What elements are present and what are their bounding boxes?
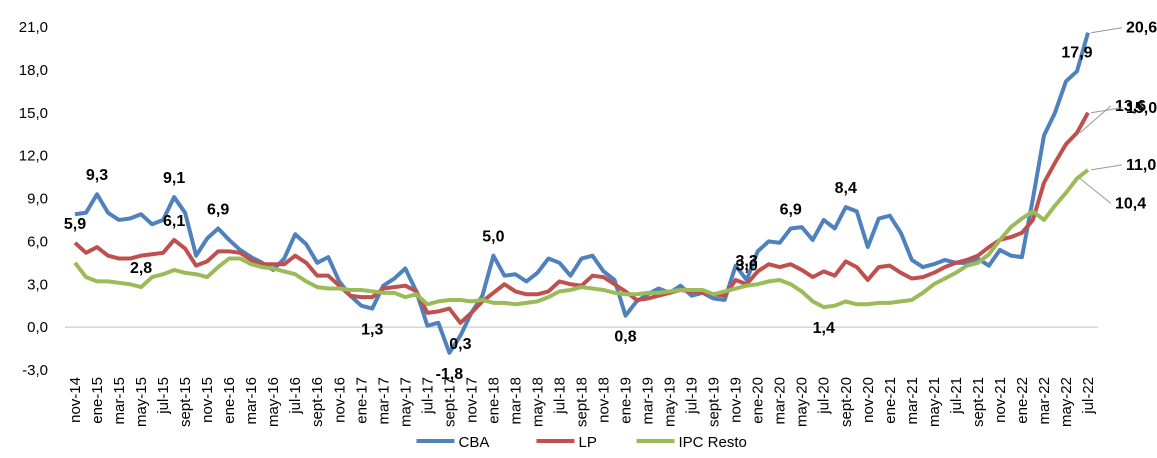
x-tick-label: ene-16 xyxy=(221,377,238,424)
x-tick-label: ene-17 xyxy=(353,377,370,424)
x-tick-label: ene-20 xyxy=(750,377,767,424)
x-tick-label: may-19 xyxy=(662,377,679,427)
x-tick-label: nov-17 xyxy=(463,377,480,423)
legend: CBA LP IPC Resto xyxy=(416,434,747,451)
x-tick-label: may-16 xyxy=(265,377,282,427)
data-label: 15,0 xyxy=(1126,100,1157,117)
x-tick-label: nov-15 xyxy=(199,377,216,423)
legend-label: LP xyxy=(579,434,597,451)
x-tick-label: sept-18 xyxy=(574,377,591,427)
x-tick-label: nov-18 xyxy=(596,377,613,423)
x-tick-label: sept-20 xyxy=(838,377,855,427)
leader-line xyxy=(1090,27,1123,34)
x-tick-label: nov-21 xyxy=(992,377,1009,423)
x-tick-label: nov-20 xyxy=(860,377,877,423)
x-tick-label: may-22 xyxy=(1058,377,1075,427)
x-tick-label: jul-18 xyxy=(551,377,568,415)
x-tick-label: mar-20 xyxy=(772,377,789,425)
legend-label: IPC Resto xyxy=(679,434,747,451)
x-tick-label: sept-15 xyxy=(177,377,194,427)
y-tick-label: 0,0 xyxy=(27,319,48,336)
x-tick-label: jul-17 xyxy=(419,377,436,415)
x-tick-label: sept-19 xyxy=(706,377,723,427)
y-tick-label: 15,0 xyxy=(19,105,48,122)
x-tick-label: may-17 xyxy=(397,377,414,427)
x-tick-label: mar-17 xyxy=(375,377,392,425)
data-label: 6,9 xyxy=(207,202,229,219)
x-tick-label: ene-21 xyxy=(882,377,899,424)
x-tick-label: ene-15 xyxy=(89,377,106,424)
y-tick-label: 12,0 xyxy=(19,148,48,165)
x-tick-label: mar-15 xyxy=(111,377,128,425)
data-label: 0,8 xyxy=(614,329,636,346)
data-label: 0,3 xyxy=(449,336,471,353)
data-label: 17,9 xyxy=(1061,44,1092,61)
x-tick-label: may-15 xyxy=(133,377,150,427)
x-tick-label: mar-19 xyxy=(640,377,657,425)
data-label: 11,0 xyxy=(1126,157,1156,174)
data-label: 20,6 xyxy=(1126,20,1157,37)
x-tick-label: sept-21 xyxy=(970,377,987,427)
series-line xyxy=(73,168,1090,310)
data-label: 6,9 xyxy=(780,202,802,219)
data-label: 3,3 xyxy=(736,253,758,270)
x-tick-label: sept-16 xyxy=(309,377,326,427)
x-tick-label: mar-21 xyxy=(904,377,921,425)
x-tick-label: may-18 xyxy=(529,377,546,427)
data-label: 6,1 xyxy=(163,213,185,230)
data-label: 3,0 xyxy=(736,257,758,274)
data-label: 5,0 xyxy=(482,229,504,246)
x-tick-label: sept-17 xyxy=(441,377,458,427)
data-label: 13,6 xyxy=(1115,98,1146,115)
y-tick-label: 18,0 xyxy=(19,62,48,79)
x-tick-label: nov-19 xyxy=(728,377,745,423)
x-tick-label: mar-18 xyxy=(507,377,524,425)
y-tick-label: -3,0 xyxy=(22,362,48,379)
leader-line xyxy=(1079,178,1112,204)
x-tick-label: ene-18 xyxy=(485,377,502,424)
x-tick-label: mar-16 xyxy=(243,377,260,425)
x-tick-label: ene-19 xyxy=(618,377,635,424)
data-label: -1,8 xyxy=(436,366,464,383)
data-label: 2,8 xyxy=(130,260,152,277)
x-tick-label: jul-22 xyxy=(1080,377,1097,415)
leader-line xyxy=(1090,164,1123,171)
y-tick-label: 21,0 xyxy=(19,19,48,36)
x-tick-label: nov-14 xyxy=(67,377,84,423)
x-tick-label: mar-22 xyxy=(1036,377,1053,425)
series-line xyxy=(74,32,1090,355)
x-tick-label: jul-21 xyxy=(948,377,965,415)
x-tick-label: jul-15 xyxy=(155,377,172,415)
data-label: 9,1 xyxy=(163,170,185,187)
legend-label: CBA xyxy=(459,434,490,451)
data-label: 8,4 xyxy=(835,180,857,197)
y-tick-label: 3,0 xyxy=(27,276,48,293)
leader-line xyxy=(1090,107,1123,114)
data-label: 1,4 xyxy=(813,320,835,337)
x-tick-label: jul-16 xyxy=(287,377,304,415)
x-tick-label: may-20 xyxy=(794,377,811,427)
x-tick-label: nov-16 xyxy=(331,377,348,423)
x-tick-label: may-21 xyxy=(926,377,943,427)
y-tick-label: 9,0 xyxy=(27,191,48,208)
x-tick-label: jul-20 xyxy=(816,377,833,415)
data-label: 9,3 xyxy=(86,167,108,184)
y-tick-label: 6,0 xyxy=(27,233,48,250)
data-label: 5,9 xyxy=(64,216,86,233)
x-tick-label: ene-22 xyxy=(1014,377,1031,424)
x-tick-label: jul-19 xyxy=(684,377,701,415)
data-label: 10,4 xyxy=(1115,195,1146,212)
data-label: 1,3 xyxy=(361,322,383,339)
